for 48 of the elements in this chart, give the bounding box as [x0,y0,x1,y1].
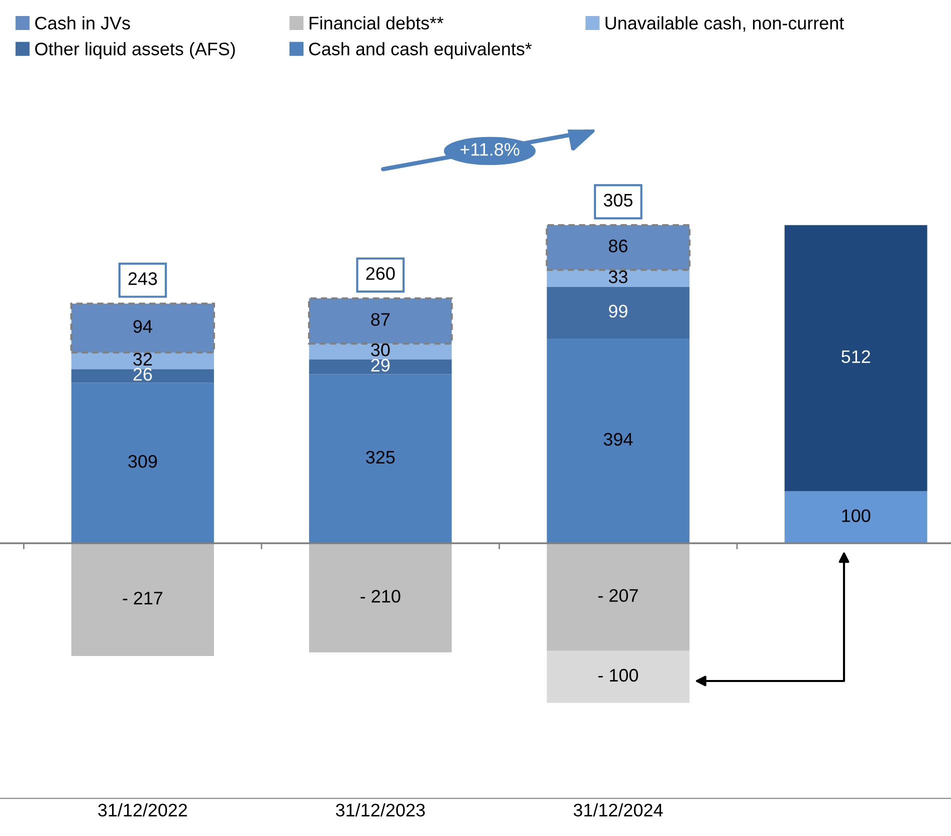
data-label: 99 [608,304,628,318]
bar [546,543,690,651]
bar [784,491,928,544]
data-label: 325 [366,450,395,464]
bar [546,286,690,338]
data-label: - 207 [598,589,638,602]
data-label: 512 [842,350,870,364]
bar [308,297,453,345]
data-label: 394 [604,432,633,446]
bar [309,344,452,360]
bar [70,302,216,354]
bar [309,543,452,652]
text: +11.8% [460,143,520,156]
bar [71,352,214,370]
data-label: 32 [133,352,152,366]
legend-label: Other liquid assets (AFS) [35,42,235,59]
x-tick-label: 31/12/2024 [574,803,663,817]
data-label: 94 [133,320,152,333]
data-label: 86 [608,240,628,252]
total-label: 305 [604,194,632,207]
bar [71,382,214,544]
bar [546,270,690,287]
data-label: 33 [608,270,628,284]
data-label: - 100 [598,668,638,682]
data-label: - 210 [360,590,400,603]
legend-label: Unavailable cash, non-current [606,16,844,32]
data-label: 29 [371,358,390,372]
total-label: 260 [366,267,395,280]
legend-label: Cash and cash equivalents* [309,42,532,59]
data-label: 26 [134,368,152,381]
data-label: 309 [128,455,157,468]
bar [309,359,452,374]
data-label: - 217 [122,592,162,604]
bar [546,338,690,544]
bar [784,225,928,492]
total-label: 243 [128,272,157,286]
legend-label: Financial debts** [310,16,444,30]
x-tick-label: 31/12/2023 [336,803,425,817]
bar [546,650,690,703]
bar [71,369,214,383]
x-tick-label: 31/12/2022 [98,803,187,817]
bar [309,374,452,544]
bar [71,543,214,656]
legend-label: Cash in JVs [35,16,130,30]
data-label: 87 [371,313,390,326]
data-label: 30 [371,344,390,356]
bar [546,224,691,271]
data-label: 100 [842,509,870,522]
